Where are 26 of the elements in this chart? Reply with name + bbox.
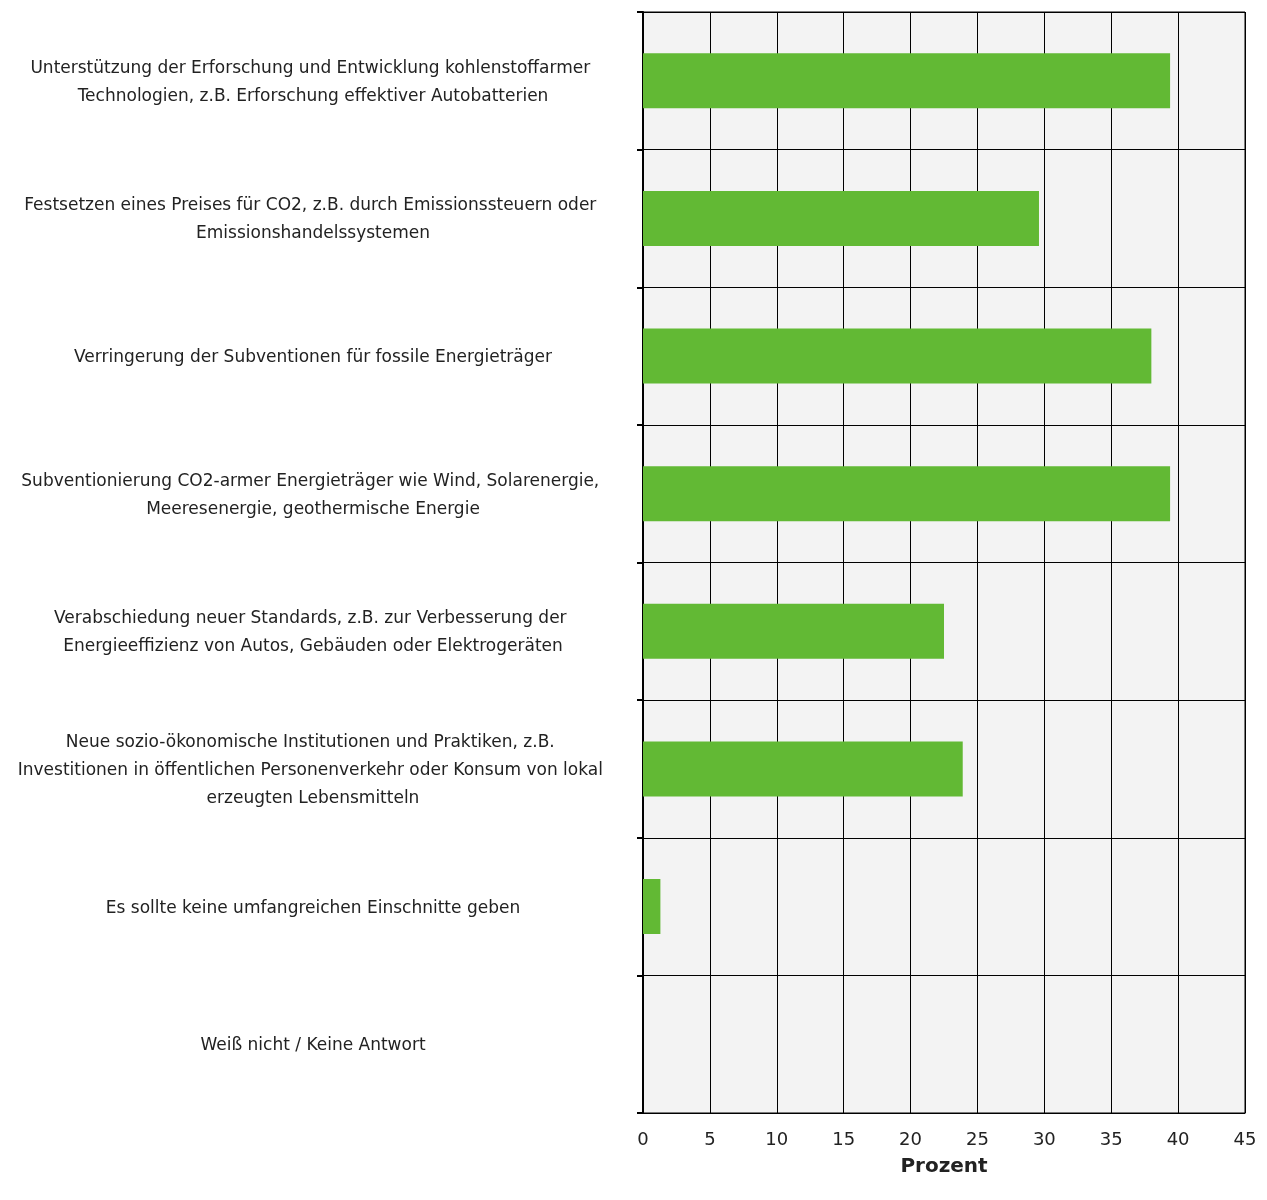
y-tick-label: Subventionierung CO2-armer Energieträger wie Wind, Solarenergie, Meeresenergie, geothermische Energie <box>21 469 605 518</box>
x-tick-label: 30 <box>1032 1127 1056 1149</box>
y-tick-label: Neue sozio-ökonomische Institutionen und Praktiken, z.B. Investitionen in öffentlichen Personenverkehr oder Konsum von lokal erzeugten Lebensmitteln <box>17 730 609 807</box>
y-tick-label: Es sollte keine umfangreichen Einschnitte geben <box>105 896 521 917</box>
x-tick-label: 40 <box>1166 1127 1190 1149</box>
x-tick-label: 20 <box>899 1127 923 1149</box>
x-tick-label: 5 <box>704 1127 716 1149</box>
x-tick-label: 45 <box>1233 1127 1257 1149</box>
x-tick-label: 10 <box>765 1127 789 1149</box>
bar <box>643 603 944 659</box>
x-tick-label: 35 <box>1099 1127 1123 1149</box>
y-tick-label: Verabschiedung neuer Standards, z.B. zur Verbesserung der Energieeffizienz von Autos, Gebäuden oder Elektrogeräten <box>54 607 572 656</box>
bar <box>643 741 963 797</box>
x-tick-label: 0 <box>637 1127 649 1149</box>
x-tick-label: 15 <box>832 1127 856 1149</box>
bar <box>643 328 1152 384</box>
x-axis-title: Prozent <box>900 1153 989 1177</box>
bar <box>643 466 1171 522</box>
y-tick-label: Festsetzen eines Preises für CO2, z.B. durch Emissionssteuern oder Emissionshandelssystemen <box>24 194 602 243</box>
bar <box>643 190 1039 246</box>
y-tick-label: Unterstützung der Erforschung und Entwicklung kohlenstoffarmer Technologien, z.B. Erforschung effektiver Autobatterien <box>30 56 596 105</box>
y-tick-label: Weiß nicht / Keine Antwort <box>200 1034 426 1055</box>
y-tick-label: Verringerung der Subventionen für fossile Energieträger <box>74 346 552 367</box>
bar <box>643 53 1171 109</box>
bar <box>643 879 661 935</box>
x-tick-label: 25 <box>965 1127 989 1149</box>
